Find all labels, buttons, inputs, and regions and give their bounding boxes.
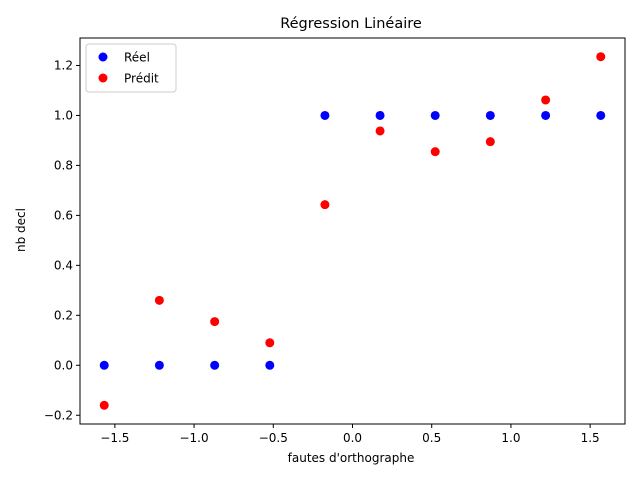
data-point-predit xyxy=(99,400,109,410)
data-point-reel xyxy=(265,360,275,370)
legend-label: Prédit xyxy=(124,72,159,86)
data-point-predit xyxy=(320,200,330,210)
x-axis-label: fautes d'orthographe xyxy=(288,451,415,465)
data-point-reel xyxy=(210,360,220,370)
y-axis: −0.2 0.0 0.2 0.4 0.6 0.8 1.0 1.2 xyxy=(44,58,80,422)
data-point-predit xyxy=(485,137,495,147)
x-tick-label: 1.5 xyxy=(581,431,600,445)
legend-marker xyxy=(98,73,108,83)
y-tick-label: 1.0 xyxy=(54,108,73,122)
x-tick-label: 0.5 xyxy=(422,431,441,445)
data-point-predit xyxy=(375,126,385,136)
x-tick-label: −1.0 xyxy=(179,431,208,445)
data-point-reel xyxy=(485,110,495,120)
x-tick-label: 0.0 xyxy=(343,431,362,445)
legend-box xyxy=(85,43,177,93)
data-point-reel xyxy=(430,110,440,120)
data-point-predit xyxy=(265,338,275,348)
data-point-predit xyxy=(596,52,606,62)
data-point-reel xyxy=(320,110,330,120)
y-axis-label: nb decl xyxy=(14,208,28,252)
legend-label: Réel xyxy=(124,51,150,65)
data-point-reel xyxy=(596,110,606,120)
x-tick-label: −0.5 xyxy=(259,431,288,445)
x-tick-label: −1.5 xyxy=(100,431,129,445)
data-point-predit xyxy=(154,295,164,305)
y-tick-label: −0.2 xyxy=(44,408,73,422)
data-point-reel xyxy=(541,110,551,120)
data-point-predit xyxy=(430,147,440,157)
x-axis: −1.5 −1.0 −0.5 0.0 0.5 1.0 1.5 xyxy=(100,424,600,445)
y-tick-label: 0.8 xyxy=(54,158,73,172)
data-point-reel xyxy=(154,360,164,370)
x-tick-label: 1.0 xyxy=(501,431,520,445)
y-tick-label: 0.2 xyxy=(54,308,73,322)
data-point-predit xyxy=(541,95,551,105)
data-point-predit xyxy=(210,317,220,327)
data-point-reel xyxy=(375,110,385,120)
data-point-reel xyxy=(99,360,109,370)
y-tick-label: 0.0 xyxy=(54,358,73,372)
legend-marker xyxy=(98,52,108,62)
legend: Réel Prédit xyxy=(85,43,177,93)
y-tick-label: 0.6 xyxy=(54,208,73,222)
y-tick-label: 0.4 xyxy=(54,258,73,272)
y-tick-label: 1.2 xyxy=(54,58,73,72)
data-points xyxy=(99,52,606,410)
chart-title: Régression Linéaire xyxy=(280,16,422,32)
